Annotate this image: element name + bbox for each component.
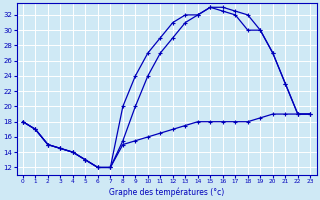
X-axis label: Graphe des températures (°c): Graphe des températures (°c) <box>109 187 224 197</box>
